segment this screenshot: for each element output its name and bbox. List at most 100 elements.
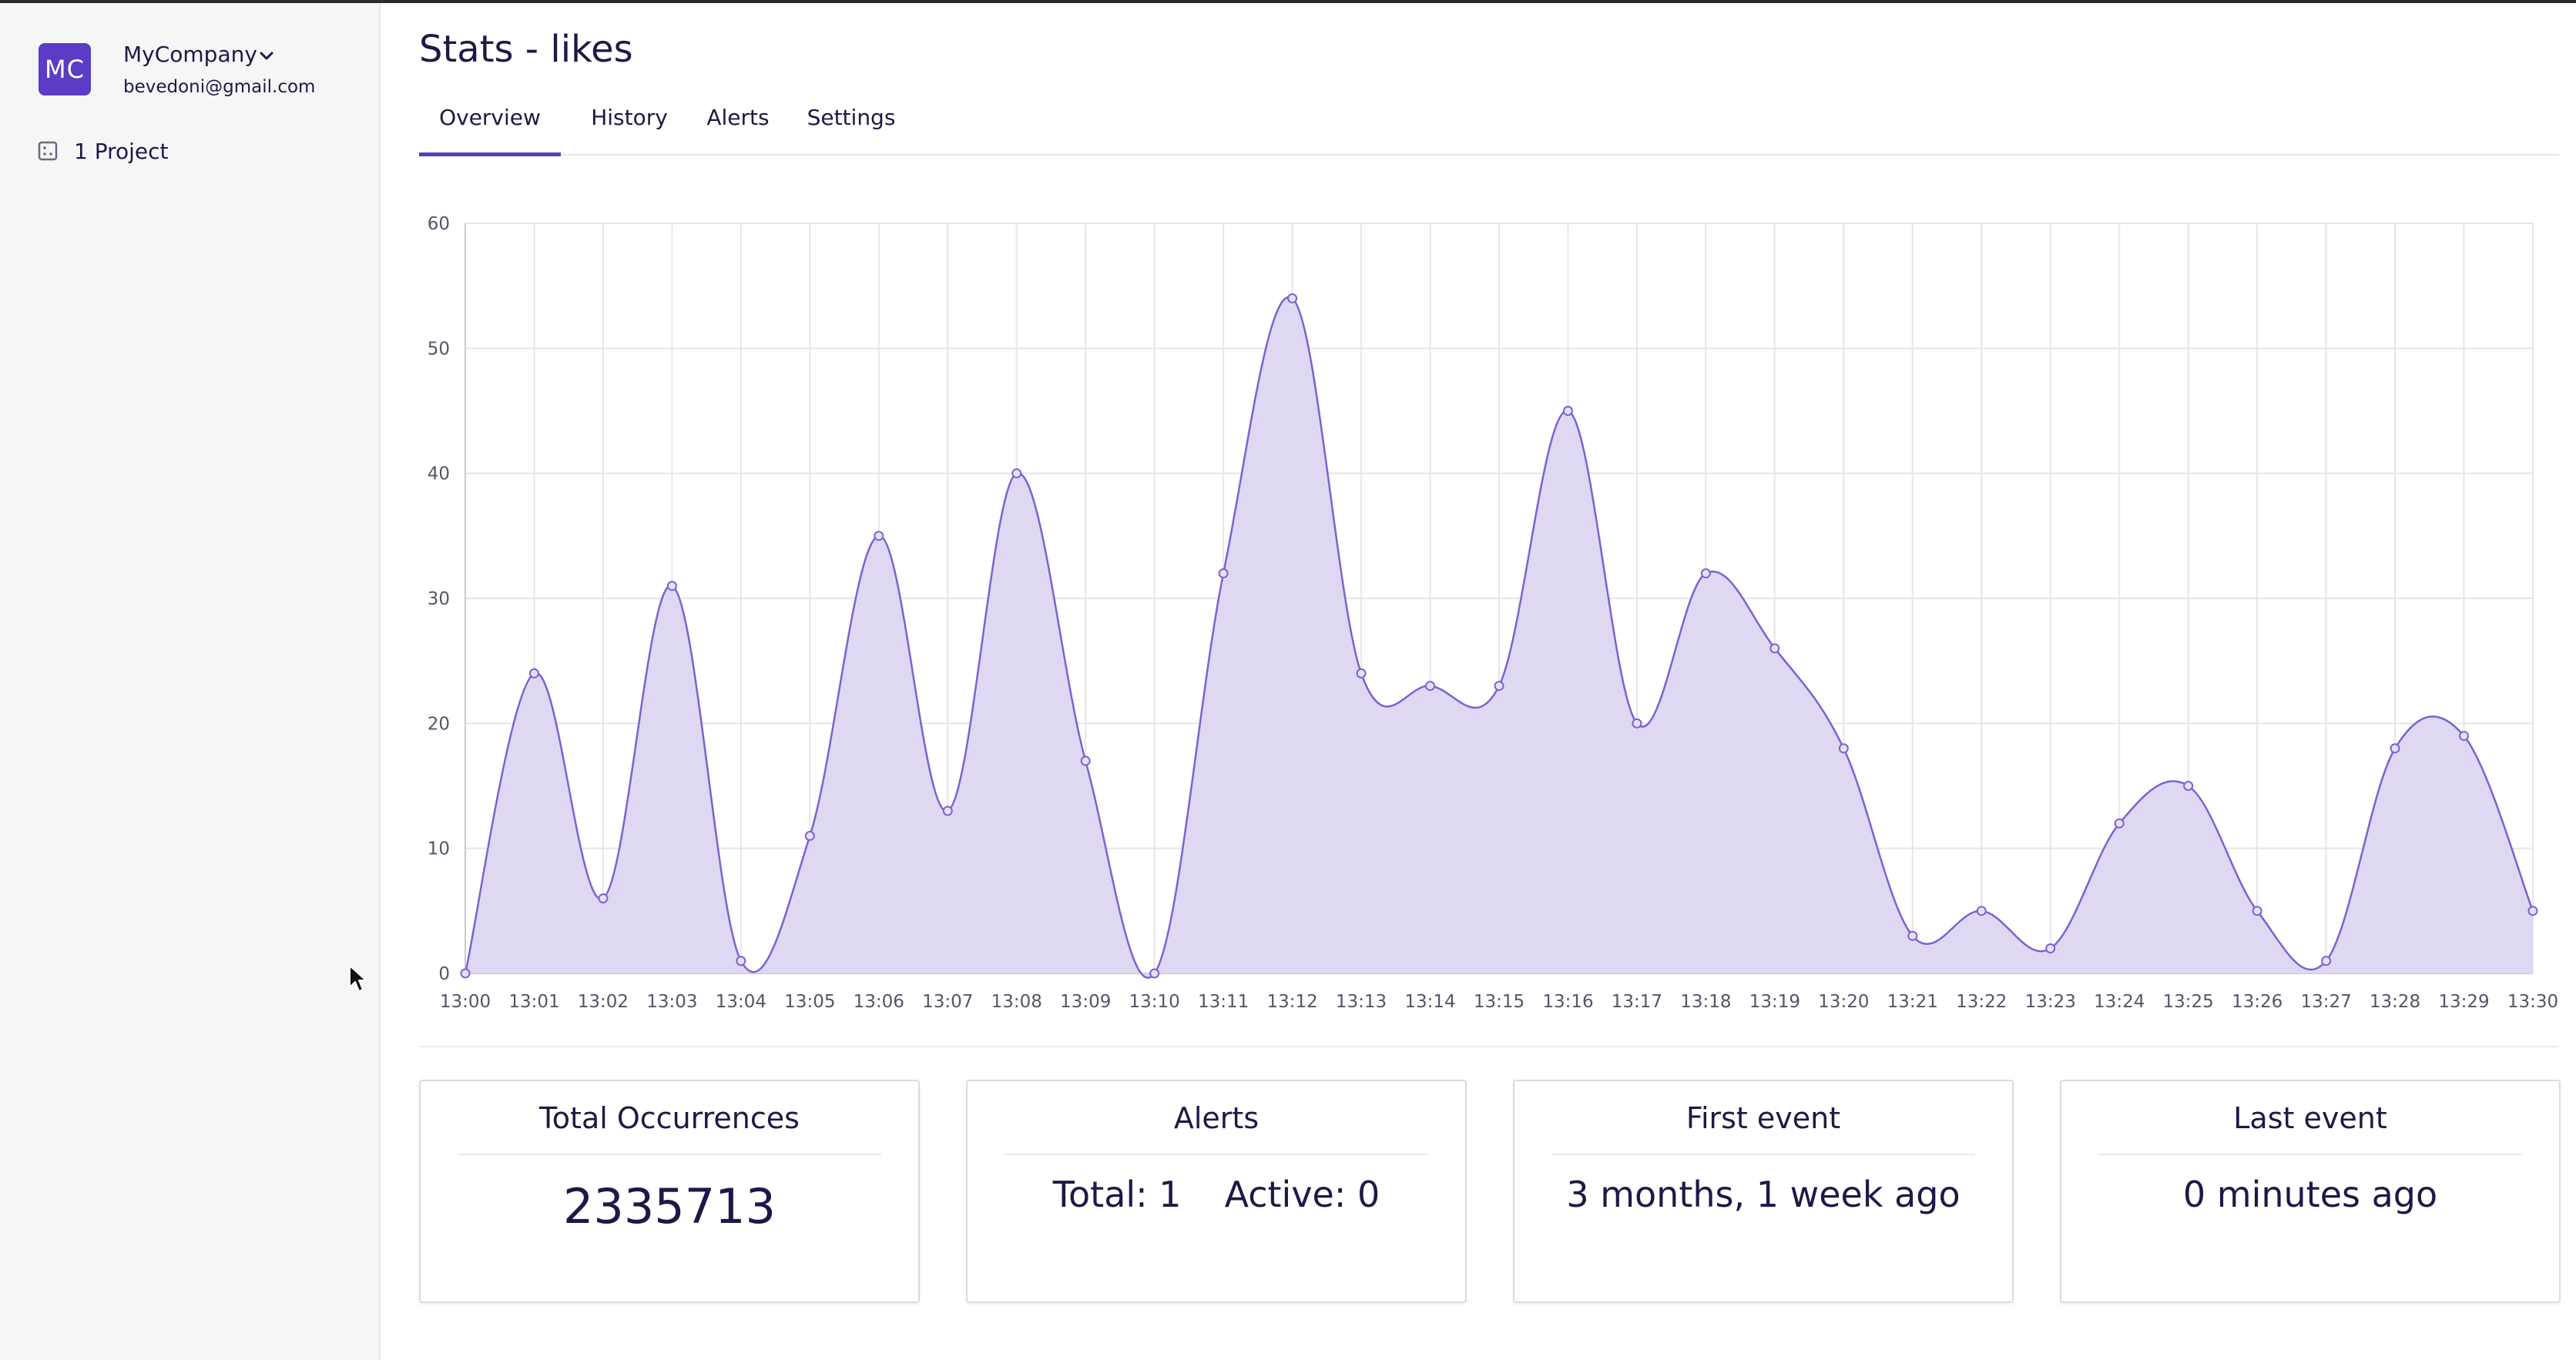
window-top-border xyxy=(0,0,2576,3)
x-tick-label: 13:14 xyxy=(1404,992,1455,1012)
data-point xyxy=(1562,406,1573,416)
x-tick-label: 13:01 xyxy=(508,992,559,1012)
data-point xyxy=(460,968,471,979)
x-tick-label: 13:29 xyxy=(2438,992,2489,1012)
data-point xyxy=(1494,681,1504,692)
data-point xyxy=(874,531,884,541)
x-tick-label: 13:20 xyxy=(1818,992,1869,1012)
x-tick-label: 13:25 xyxy=(2163,992,2214,1012)
tab-settings[interactable]: Settings xyxy=(807,105,896,130)
alerts-total-value: Total: 1 xyxy=(1052,1174,1182,1215)
data-point xyxy=(1287,293,1298,303)
y-tick-label: 30 xyxy=(428,589,450,609)
data-point xyxy=(528,668,539,678)
y-tick-label: 10 xyxy=(428,839,450,859)
data-point xyxy=(2183,781,2194,791)
x-tick-label: 13:06 xyxy=(854,992,904,1012)
section-divider xyxy=(419,1046,2559,1047)
x-tick-label: 13:05 xyxy=(784,992,835,1012)
data-point xyxy=(1700,568,1711,579)
data-point xyxy=(1080,755,1091,766)
alerts-active-value: Active: 0 xyxy=(1224,1174,1380,1215)
first-event-value: 3 months, 1 week ago xyxy=(1566,1174,1961,1215)
data-point xyxy=(1218,568,1229,579)
x-tick-label: 13:26 xyxy=(2232,992,2283,1012)
data-point xyxy=(1425,681,1436,692)
y-tick-label: 0 xyxy=(438,964,450,984)
sidebar-item-label: 1 Project xyxy=(74,138,169,164)
page-title: Stats - likes xyxy=(419,28,633,71)
data-point xyxy=(1769,643,1780,654)
data-point xyxy=(2045,943,2056,954)
data-point xyxy=(1907,930,1918,941)
data-point xyxy=(804,830,815,841)
card-title: Total Occurrences xyxy=(458,1101,881,1155)
x-tick-label: 13:00 xyxy=(440,992,491,1012)
x-tick-label: 13:12 xyxy=(1266,992,1317,1012)
chart-svg: 0 10 20 30 40 50 60 13:00 13:01 13:02 13:03 13:04 13… xyxy=(428,214,2558,1012)
first-event-card: First event 3 months, 1 week ago xyxy=(1513,1080,2014,1303)
mouse-cursor-icon xyxy=(349,965,367,992)
data-point xyxy=(1011,468,1022,479)
x-tick-label: 13:02 xyxy=(578,992,629,1012)
y-tick-label: 40 xyxy=(428,464,450,484)
org-name[interactable]: MyCompany xyxy=(123,42,257,67)
data-point xyxy=(1149,968,1160,979)
x-tick-label: 13:15 xyxy=(1474,992,1524,1012)
x-tick-label: 13:21 xyxy=(1887,992,1938,1012)
x-tick-label: 13:30 xyxy=(2507,992,2558,1012)
x-tick-label: 13:19 xyxy=(1749,992,1800,1012)
alerts-card: Alerts Total: 1 Active: 0 xyxy=(966,1080,1467,1303)
x-tick-label: 13:27 xyxy=(2300,992,2351,1012)
tab-alerts[interactable]: Alerts xyxy=(706,105,770,130)
tab-history[interactable]: History xyxy=(591,105,668,130)
series-line xyxy=(464,296,2534,979)
data-point xyxy=(2459,731,2470,742)
card-title: First event xyxy=(1551,1101,1975,1155)
x-tick-label: 13:11 xyxy=(1198,992,1249,1012)
total-occurrences-card: Total Occurrences 2335713 xyxy=(419,1080,920,1303)
y-tick-label: 50 xyxy=(428,339,450,359)
project-icon xyxy=(38,141,58,161)
org-avatar[interactable]: MC xyxy=(39,43,91,95)
x-tick-label: 13:28 xyxy=(2370,992,2420,1012)
x-tick-label: 13:18 xyxy=(1680,992,1731,1012)
data-point xyxy=(1356,668,1367,678)
data-point xyxy=(2114,818,2125,829)
data-point xyxy=(736,956,746,966)
x-tick-label: 13:08 xyxy=(991,992,1042,1012)
x-tick-label: 13:24 xyxy=(2094,992,2145,1012)
tab-overview[interactable]: Overview xyxy=(419,92,561,156)
x-tick-label: 13:13 xyxy=(1336,992,1387,1012)
likes-chart: 0 10 20 30 40 50 60 13:00 13:01 13:02 13:03 13:04 13… xyxy=(419,193,2576,1017)
data-point xyxy=(2390,743,2400,754)
y-tick-label: 60 xyxy=(428,214,450,234)
y-tick-label: 20 xyxy=(428,714,450,734)
series-area xyxy=(465,296,2533,978)
x-tick-label: 13:07 xyxy=(922,992,973,1012)
data-point xyxy=(666,581,677,591)
x-tick-label: 13:22 xyxy=(1956,992,2007,1012)
data-point xyxy=(2527,906,2538,916)
x-tick-label: 13:23 xyxy=(2025,992,2076,1012)
data-point xyxy=(1838,743,1849,754)
tab-bar: Overview History Alerts Settings xyxy=(419,92,2559,156)
data-point xyxy=(2252,906,2262,916)
card-title: Last event xyxy=(2098,1101,2522,1155)
data-point xyxy=(598,893,609,904)
x-tick-label: 13:10 xyxy=(1129,992,1180,1012)
chevron-down-icon[interactable] xyxy=(257,46,276,65)
sidebar-item-projects[interactable]: 1 Project xyxy=(37,136,169,166)
x-tick-label: 13:17 xyxy=(1612,992,1662,1012)
sidebar: MC MyCompany bevedoni@gmail.com 1 Projec… xyxy=(0,3,381,1360)
user-email: bevedoni@gmail.com xyxy=(123,77,316,97)
data-point xyxy=(1632,718,1642,729)
x-tick-label: 13:03 xyxy=(646,992,697,1012)
x-tick-label: 13:04 xyxy=(716,992,766,1012)
data-point xyxy=(1976,906,1987,916)
last-event-card: Last event 0 minutes ago xyxy=(2060,1080,2561,1303)
last-event-value: 0 minutes ago xyxy=(2182,1174,2438,1215)
alerts-counts: Total: 1 Active: 0 xyxy=(968,1174,1465,1215)
total-occurrences-value: 2335713 xyxy=(562,1178,776,1234)
